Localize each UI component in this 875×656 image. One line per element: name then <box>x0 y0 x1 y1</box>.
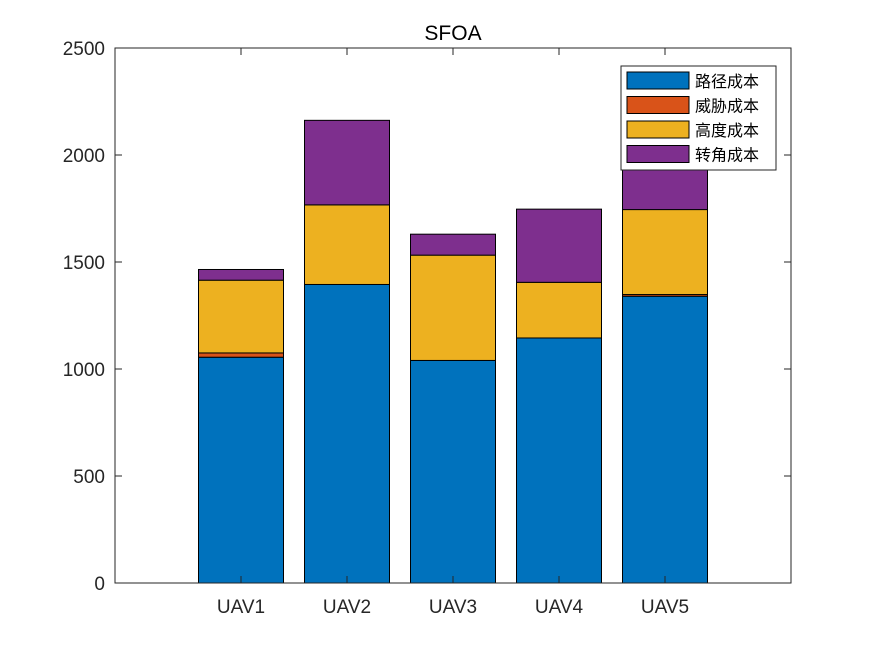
bars-group <box>198 119 708 584</box>
legend-swatch <box>626 120 690 139</box>
y-tick-label: 1000 <box>63 360 105 381</box>
bar-uav3-series-0 <box>410 359 496 584</box>
x-tick-label: UAV1 <box>217 597 265 618</box>
x-tick-label: UAV5 <box>641 597 689 618</box>
x-tick-label: UAV2 <box>323 597 371 618</box>
bar-uav4-series-2 <box>516 281 602 339</box>
x-tick-label: UAV3 <box>429 597 477 618</box>
bar-uav2-series-2 <box>304 204 390 285</box>
legend-swatch <box>626 96 690 114</box>
bar-uav2-series-0 <box>304 283 390 584</box>
y-tick-label: 2500 <box>63 39 105 60</box>
bar-uav1-series-1 <box>198 352 284 358</box>
legend-swatch <box>626 145 690 163</box>
bar-uav1-series-2 <box>198 279 284 354</box>
chart-title: SFOA <box>424 22 481 45</box>
bar-uav4-series-0 <box>516 337 602 584</box>
bar-uav5-series-0 <box>622 295 708 584</box>
y-tick-label: 500 <box>73 467 105 488</box>
bar-uav2-series-3 <box>304 119 390 206</box>
legend-label: 转角成本 <box>695 146 759 165</box>
bar-uav1-series-0 <box>198 356 284 584</box>
axes-group: 0 500 1000 1500 2000 2500 UAV1 UAV2 UAV3 UAV4 UAV5 <box>63 39 792 618</box>
bar-uav5-series-2 <box>622 209 708 296</box>
legend-swatch <box>626 71 690 90</box>
legend-label: 高度成本 <box>695 121 759 140</box>
y-tick-label: 0 <box>94 574 105 595</box>
x-tick-label: UAV4 <box>535 597 584 618</box>
legend-label: 路径成本 <box>695 72 759 91</box>
bar-uav3-series-2 <box>410 254 496 361</box>
bar-uav1-series-3 <box>198 268 284 281</box>
bar-uav3-series-3 <box>410 233 496 256</box>
y-tick-label: 2000 <box>63 146 105 167</box>
bar-uav4-series-3 <box>516 208 602 283</box>
legend-label: 威胁成本 <box>695 97 759 116</box>
y-tick-label: 1500 <box>63 253 105 274</box>
